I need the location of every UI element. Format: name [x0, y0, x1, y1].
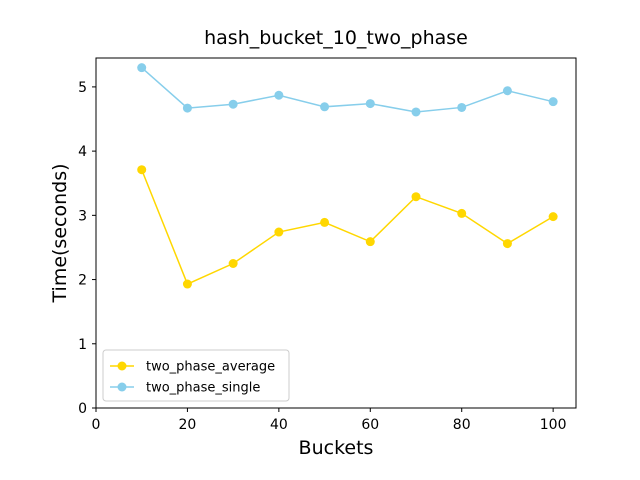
data-point-two-phase-single — [548, 97, 558, 107]
legend: two_phase_average two_phase_single — [102, 349, 290, 402]
data-point-two-phase-average — [137, 165, 147, 175]
series-layer — [137, 63, 558, 289]
y-tick-label: 0 — [78, 401, 87, 417]
data-point-two-phase-single — [137, 63, 147, 73]
data-point-two-phase-single — [320, 102, 330, 112]
data-point-two-phase-single — [228, 99, 238, 109]
x-axis: 0 20 40 60 80 100 — [92, 408, 567, 433]
x-axis-title: Buckets — [299, 437, 374, 459]
y-tick-label: 5 — [78, 80, 87, 96]
legend-marker-two-phase-average — [117, 361, 127, 371]
y-tick-label: 3 — [78, 208, 87, 224]
legend-label-two-phase-average: two_phase_average — [146, 360, 275, 375]
data-point-two-phase-average — [274, 227, 284, 237]
plot-frame — [95, 57, 577, 409]
legend-frame — [102, 349, 290, 402]
x-tick-label: 80 — [453, 417, 471, 433]
data-point-two-phase-single — [365, 99, 375, 109]
x-tick-label: 60 — [361, 417, 379, 433]
data-point-two-phase-average — [457, 208, 467, 218]
data-point-two-phase-average — [411, 192, 421, 202]
chart-title: hash_bucket_10_two_phase — [204, 27, 468, 49]
data-point-two-phase-single — [411, 107, 421, 117]
legend-marker-two-phase-single — [117, 382, 127, 392]
data-point-two-phase-single — [502, 86, 512, 96]
legend-label-two-phase-single: two_phase_single — [146, 381, 260, 396]
y-axis-title: Time(seconds) — [49, 164, 71, 304]
y-axis: 0 1 2 3 4 5 — [78, 80, 96, 417]
data-point-two-phase-average — [182, 279, 192, 289]
x-tick-label: 40 — [270, 417, 288, 433]
data-point-two-phase-average — [548, 212, 558, 222]
data-point-two-phase-single — [457, 102, 467, 112]
x-tick-label: 0 — [92, 417, 101, 433]
series-line-two-phase-average — [141, 169, 554, 286]
data-point-two-phase-average — [365, 237, 375, 247]
data-point-two-phase-average — [502, 239, 512, 249]
data-point-two-phase-single — [274, 90, 284, 100]
data-point-two-phase-average — [320, 217, 330, 227]
y-tick-label: 4 — [78, 144, 87, 160]
y-tick-label: 2 — [78, 273, 87, 289]
data-point-two-phase-average — [228, 259, 238, 269]
data-point-two-phase-single — [182, 103, 192, 113]
x-tick-label: 100 — [540, 417, 567, 433]
series-line-two-phase-single — [141, 67, 554, 113]
x-tick-label: 20 — [179, 417, 197, 433]
y-tick-label: 1 — [78, 337, 87, 353]
